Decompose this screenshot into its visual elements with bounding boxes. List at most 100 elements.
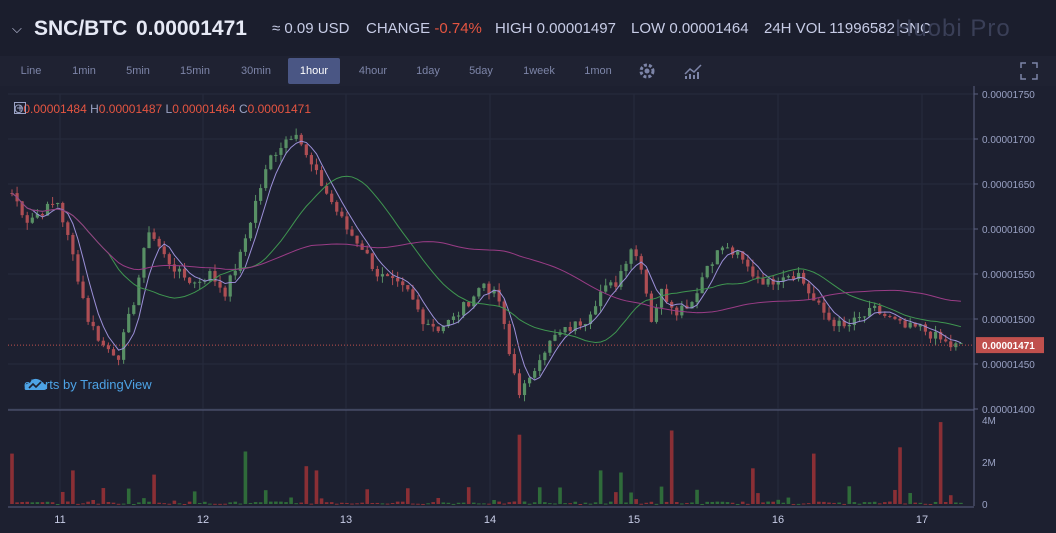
candle-body (715, 250, 719, 265)
ohlc-o-label: O (14, 102, 24, 116)
candle-body (462, 302, 466, 316)
volume-bar (340, 502, 344, 504)
volume-bar (568, 503, 572, 505)
volume-bar (771, 501, 775, 504)
candle-body (573, 321, 577, 331)
tab-30min[interactable]: 30min (241, 65, 271, 77)
candle-body (776, 281, 780, 285)
volume-bar (213, 503, 217, 505)
candle-body (812, 293, 816, 301)
candle-body (340, 211, 344, 217)
candle-body (568, 327, 572, 331)
volume-bar (598, 470, 603, 504)
candle-body (137, 277, 141, 306)
candle-body (588, 314, 593, 324)
volume-bar (324, 502, 329, 504)
candle-body (299, 134, 303, 145)
volume-bar (400, 501, 405, 504)
volume-bar (289, 497, 293, 504)
candle-body (223, 287, 227, 297)
volume-bar (172, 500, 177, 504)
price-tick-label: 0.00001650 (982, 180, 1035, 191)
time-tick-label: 16 (772, 514, 784, 526)
change-stat: CHANGE -0.74% (366, 0, 482, 56)
chevron-down-icon[interactable]: ⌵ (12, 21, 22, 36)
pair-name[interactable]: SNC/BTC (34, 17, 128, 40)
indicator-icon[interactable] (682, 60, 704, 82)
gear-icon[interactable] (636, 60, 658, 82)
candle-body (122, 332, 126, 360)
candle-body (670, 301, 674, 308)
volume-stat: 24H VOL 11996582 SNC (764, 20, 931, 37)
high-stat: HIGH 0.00001497 (495, 20, 616, 37)
volume-bar (608, 501, 613, 504)
candle-body (426, 323, 430, 325)
volume-bar (309, 503, 314, 505)
volume-bar (740, 501, 745, 504)
candle-body (888, 316, 892, 318)
candle-body (269, 155, 273, 170)
tab-5min[interactable]: 5min (126, 65, 150, 77)
tab-1mon[interactable]: 1mon (584, 65, 612, 77)
fullscreen-icon[interactable] (1018, 60, 1040, 82)
expand-icon[interactable] (14, 102, 26, 114)
volume-bar (593, 502, 598, 504)
candle-body (66, 222, 70, 235)
chart-area[interactable]: 0.00001471 0.00001400 0.00001450 0.00001500… (0, 86, 1056, 533)
volume-bar (370, 502, 375, 504)
time-tick-label: 15 (628, 514, 640, 526)
volume-bar (745, 503, 750, 505)
candle-body (903, 320, 907, 328)
change-label: CHANGE (366, 20, 431, 37)
volume-bar (380, 503, 385, 505)
candle-body (335, 202, 339, 212)
tab-1min[interactable]: 1min (72, 65, 96, 77)
volume-bar (203, 501, 207, 504)
candle-body (416, 299, 420, 310)
ma-mid-line (11, 175, 962, 344)
volume-bar (385, 503, 390, 505)
tab-5day[interactable]: 5day (469, 65, 493, 77)
candle-body (817, 300, 821, 303)
candle-body (796, 272, 801, 280)
volume-bar (695, 489, 699, 504)
volume-bar (55, 503, 60, 505)
ohlc-low: 0.00001464 (172, 102, 236, 116)
candlestick-chart[interactable]: 0.00001471 0.00001400 0.00001450 0.00001500… (0, 86, 1056, 533)
volume-bar (461, 502, 466, 504)
tab-1week[interactable]: 1week (523, 65, 555, 77)
volume-bar (431, 502, 435, 504)
tab-line[interactable]: Line (20, 65, 42, 77)
volume-bar (700, 503, 704, 505)
volume-bar (883, 502, 887, 504)
candle-body (583, 323, 588, 326)
tab-1hour[interactable]: 1hour (288, 58, 340, 84)
candle-body (634, 249, 638, 257)
candle-body (746, 259, 750, 267)
tradingview-attribution[interactable]: charts by TradingView (24, 377, 152, 392)
tab-1day[interactable]: 1day (416, 65, 440, 77)
volume-bar (319, 498, 324, 504)
volume-bar (817, 501, 821, 504)
time-tick-label: 13 (340, 514, 352, 526)
volume-bar (619, 472, 623, 504)
volume-bar (624, 502, 628, 504)
price-tick-label: 0.00001500 (982, 315, 1035, 326)
last-price-tag (976, 337, 1044, 354)
volume-bar (218, 503, 222, 505)
volume-bar (101, 488, 106, 504)
tab-15min[interactable]: 15min (180, 65, 210, 77)
candle-body (451, 316, 456, 320)
volume-bar (66, 501, 70, 504)
volume-bar (527, 503, 532, 505)
ma-short-line (11, 140, 962, 381)
candle-body (71, 234, 75, 255)
tab-4hour[interactable]: 4hour (358, 65, 388, 77)
candle-body (456, 315, 461, 317)
volume-bar (822, 501, 826, 504)
volume-bar (893, 489, 897, 504)
volume-bar (842, 503, 847, 505)
candle-body (649, 293, 653, 322)
volume-bar (806, 503, 811, 505)
candle-body (822, 302, 826, 313)
